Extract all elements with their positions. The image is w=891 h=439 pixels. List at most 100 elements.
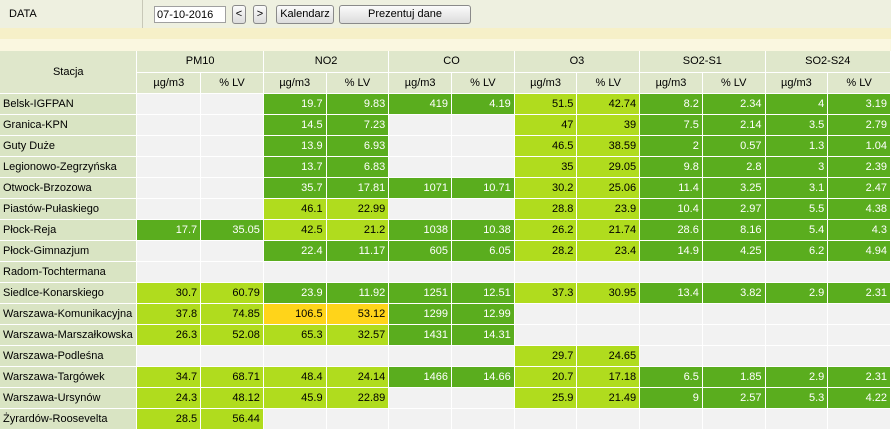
percent-lv-cell [702, 303, 766, 325]
concentration-cell: 1038 [388, 219, 453, 241]
concentration-cell [388, 156, 453, 178]
previous-day-button[interactable]: < [232, 5, 246, 24]
percent-lv-cell: 35.05 [200, 219, 264, 241]
percent-lv-cell [451, 345, 515, 367]
percent-lv-cell: 21.74 [576, 219, 641, 241]
percent-lv-cell: 74.85 [200, 303, 264, 325]
percent-lv-cell: 10.38 [451, 219, 515, 241]
concentration-cell [388, 345, 453, 367]
concentration-cell: 8.2 [639, 93, 703, 115]
concentration-cell [765, 324, 829, 346]
percent-lv-cell [702, 324, 766, 346]
station-name: Granica-KPN [0, 114, 138, 136]
concentration-cell: 25.9 [514, 387, 578, 409]
station-name: Warszawa-Marszałkowska [0, 324, 138, 346]
percent-lv-cell: 1.85 [702, 366, 766, 388]
station-name: Warszawa-Komunikacyjna [0, 303, 138, 325]
concentration-cell [136, 156, 202, 178]
concentration-cell: 2.9 [765, 366, 829, 388]
percent-lv-cell [827, 345, 891, 367]
station-name: Żyrardów-Roosevelta [0, 408, 138, 430]
percent-lv-cell: 42.74 [576, 93, 641, 115]
unit-header-concentration: µg/m3 [639, 72, 703, 94]
concentration-cell: 19.7 [263, 93, 327, 115]
concentration-cell: 1251 [388, 282, 453, 304]
date-input[interactable] [154, 6, 226, 23]
concentration-cell: 37.8 [136, 303, 202, 325]
concentration-cell: 28.8 [514, 198, 578, 220]
table-row: Warszawa-Marszałkowska 26.3 52.08 65.3 32.57… [0, 324, 891, 346]
table-row: Płock-Reja 17.7 35.05 42.5 21.2 1038 10.38 26.2… [0, 219, 891, 241]
percent-lv-cell [576, 303, 641, 325]
concentration-cell: 26.3 [136, 324, 202, 346]
percent-lv-cell: 2.39 [827, 156, 891, 178]
table-row: Płock-Gimnazjum 22.4 11.17 605 6.05 28.2 23.4 1… [0, 240, 891, 262]
concentration-cell [388, 198, 453, 220]
next-day-button[interactable]: > [253, 5, 267, 24]
percent-lv-cell: 2.31 [827, 366, 891, 388]
percent-lv-cell: 11.92 [326, 282, 390, 304]
concentration-cell: 26.2 [514, 219, 578, 241]
concentration-cell: 3 [765, 156, 829, 178]
percent-lv-cell: 56.44 [200, 408, 264, 430]
concentration-cell [136, 114, 202, 136]
concentration-cell [263, 408, 327, 430]
concentration-cell: 11.4 [639, 177, 703, 199]
percent-lv-cell [326, 408, 390, 430]
concentration-cell: 9.8 [639, 156, 703, 178]
concentration-cell: 51.5 [514, 93, 578, 115]
percent-lv-cell: 6.93 [326, 135, 390, 157]
percent-lv-cell: 17.18 [576, 366, 641, 388]
concentration-cell: 5.5 [765, 198, 829, 220]
percent-lv-cell: 3.82 [702, 282, 766, 304]
concentration-cell: 47 [514, 114, 578, 136]
concentration-cell: 605 [388, 240, 453, 262]
concentration-cell [388, 387, 453, 409]
station-name: Guty Duże [0, 135, 138, 157]
percent-lv-cell: 9.83 [326, 93, 390, 115]
concentration-cell [765, 408, 829, 430]
concentration-cell [639, 345, 703, 367]
percent-lv-cell: 11.17 [326, 240, 390, 262]
percent-lv-cell: 24.14 [326, 366, 390, 388]
concentration-cell: 1.3 [765, 135, 829, 157]
concentration-cell: 1071 [388, 177, 453, 199]
calendar-button[interactable]: Kalendarz [276, 5, 334, 24]
percent-lv-cell: 4.22 [827, 387, 891, 409]
percent-lv-cell [702, 408, 766, 430]
percent-lv-cell: 2.14 [702, 114, 766, 136]
percent-lv-cell [326, 345, 390, 367]
station-name: Belsk-IGFPAN [0, 93, 138, 115]
pollutant-header-co: CO [388, 51, 515, 73]
concentration-cell: 34.7 [136, 366, 202, 388]
concentration-cell: 4 [765, 93, 829, 115]
concentration-cell [388, 114, 453, 136]
concentration-cell: 14.9 [639, 240, 703, 262]
percent-lv-cell [200, 177, 264, 199]
station-name: Warszawa-Podleśna [0, 345, 138, 367]
present-data-button[interactable]: Prezentuj dane [339, 5, 471, 24]
percent-lv-cell [451, 135, 515, 157]
concentration-cell: 23.9 [263, 282, 327, 304]
percent-lv-cell [827, 324, 891, 346]
table-row: Legionowo-Zegrzyńska 13.7 6.83 35 29.05 9.8 2.… [0, 156, 891, 178]
concentration-cell: 30.2 [514, 177, 578, 199]
concentration-cell [388, 261, 453, 283]
percent-lv-cell: 60.79 [200, 282, 264, 304]
concentration-cell: 5.3 [765, 387, 829, 409]
table-row: Warszawa-Komunikacyjna 37.8 74.85 106.5 53.1… [0, 303, 891, 325]
unit-header-concentration: µg/m3 [388, 72, 453, 94]
date-label: DATA [9, 8, 37, 20]
percent-lv-cell: 22.89 [326, 387, 390, 409]
concentration-cell: 24.3 [136, 387, 202, 409]
table-row: Granica-KPN 14.5 7.23 47 39 7.5 2.14 3.5 2.79 [0, 114, 891, 136]
percent-lv-cell [451, 198, 515, 220]
unit-header-percent-lv: % LV [200, 72, 264, 94]
concentration-cell [514, 261, 578, 283]
concentration-cell: 3.1 [765, 177, 829, 199]
concentration-cell: 1299 [388, 303, 453, 325]
station-name: Legionowo-Zegrzyńska [0, 156, 138, 178]
percent-lv-cell: 29.05 [576, 156, 641, 178]
table-row: Żyrardów-Roosevelta 28.5 56.44 [0, 408, 891, 430]
concentration-cell: 46.5 [514, 135, 578, 157]
